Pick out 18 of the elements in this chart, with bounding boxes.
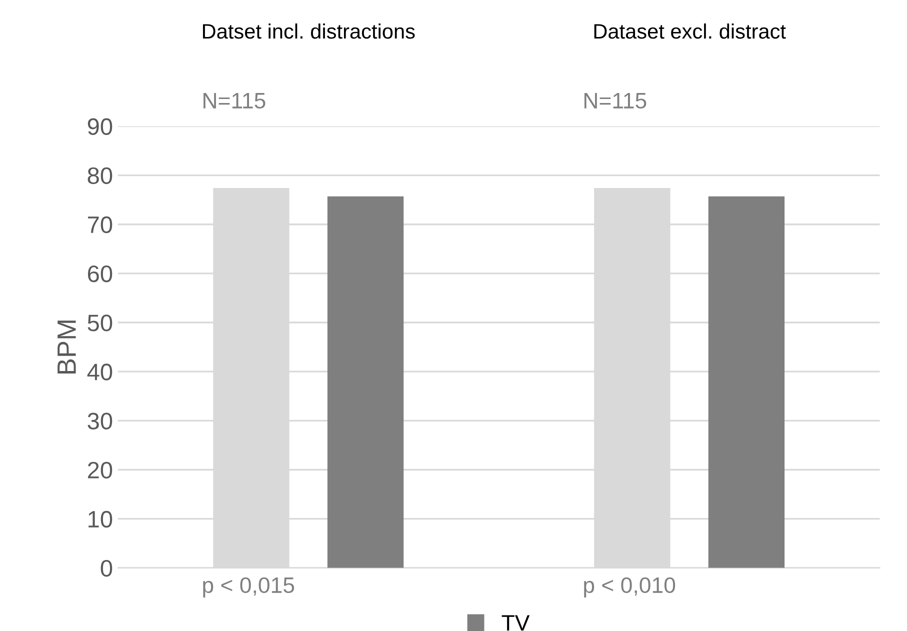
y-tick-label: 10 [88,510,112,528]
text: N=115 [584,93,646,109]
y-tick-label: 60 [88,266,112,282]
y-tick-label: 0 [100,560,112,577]
y-tick-label: 20 [88,462,112,479]
y-tick-label: 50 [88,314,112,332]
text: N=115 [204,93,266,109]
y-tick-label: 40 [87,364,112,380]
y-tick-label: 80 [88,167,112,184]
x-tick-label: Dataset excl. distract [594,23,786,39]
text: p < 0,010 [584,577,676,598]
text: p < 0,015 [203,577,294,598]
legend-label: TV [502,615,530,631]
y-tick-label: 90 [88,118,112,135]
y-axis-title: BPM [58,320,76,374]
x-tick-label: Datset incl. distractions [202,23,415,39]
y-tick-label: 30 [88,412,112,430]
y-tick-label: 70 [88,216,112,234]
